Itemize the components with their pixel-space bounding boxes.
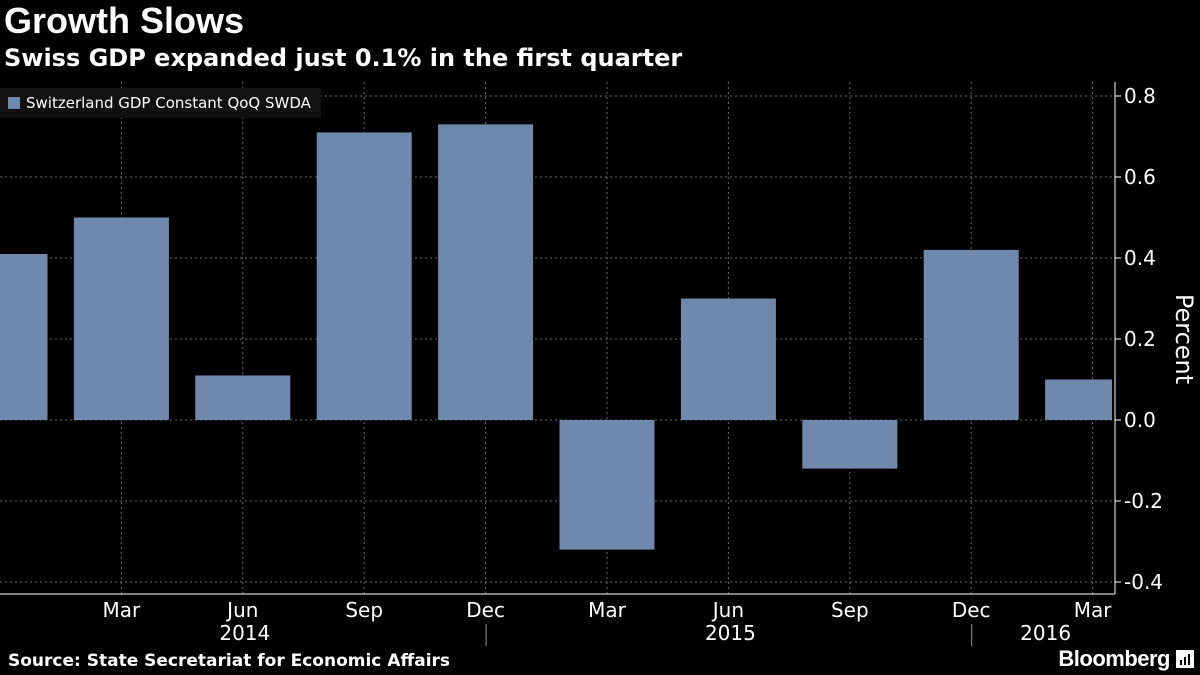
bar-mar-2014 xyxy=(73,217,169,420)
year-label: 2014 xyxy=(219,621,270,645)
bar-jun-2015 xyxy=(680,298,776,420)
x-tick-labels: Mar Jun Sep Dec Mar Jun Sep Dec Mar xyxy=(103,598,1113,622)
y-tick-label: 0.6 xyxy=(1124,165,1156,189)
source-note: Source: State Secretariat for Economic A… xyxy=(8,651,451,671)
bar-sep-2015 xyxy=(802,420,898,469)
x-tick-label: Mar xyxy=(103,598,142,622)
y-tick-label: 0.8 xyxy=(1124,84,1156,108)
x-tick-label: Jun xyxy=(711,598,744,622)
x-tick-label: Mar xyxy=(588,598,627,622)
chart-title: Growth Slows xyxy=(4,0,245,41)
year-label: 2016 xyxy=(1020,621,1071,645)
legend-label: Switzerland GDP Constant QoQ SWDA xyxy=(26,94,311,112)
y-tick-label: -0.2 xyxy=(1124,489,1163,513)
y-tick-label: 0.4 xyxy=(1124,246,1156,270)
bar-mar-2015 xyxy=(559,420,655,550)
axes xyxy=(0,82,1121,646)
bar-mar-2016 xyxy=(1045,379,1112,420)
x-tick-label: Dec xyxy=(466,598,505,622)
y-tick-label: 0.0 xyxy=(1124,408,1156,432)
y-tick-label: -0.4 xyxy=(1124,570,1163,594)
bloomberg-logo-icon xyxy=(1176,650,1194,668)
bars xyxy=(0,124,1112,550)
x-tick-label: Sep xyxy=(831,598,869,622)
x-tick-label: Dec xyxy=(952,598,991,622)
y-axis-label: Percent xyxy=(1170,294,1198,384)
year-label: 2015 xyxy=(705,621,756,645)
bar-sep-2014 xyxy=(316,132,412,420)
brand-name: Bloomberg xyxy=(1058,646,1170,671)
legend: Switzerland GDP Constant QoQ SWDA xyxy=(0,88,321,118)
y-tick-labels: 0.8 0.6 0.4 0.2 0.0 -0.2 -0.4 xyxy=(1124,84,1163,594)
x-tick-label: Jun xyxy=(225,598,258,622)
x-tick-label: Sep xyxy=(345,598,383,622)
bar-jun-2014 xyxy=(195,375,291,420)
bar-dec-2013 xyxy=(0,253,48,420)
year-labels: 2014 2015 2016 xyxy=(219,621,1071,645)
legend-swatch xyxy=(8,97,20,109)
chart-subtitle: Swiss GDP expanded just 0.1% in the firs… xyxy=(4,44,683,72)
bar-dec-2014 xyxy=(438,124,534,420)
x-tick-label: Mar xyxy=(1074,598,1113,622)
bar-dec-2015 xyxy=(923,249,1019,420)
y-tick-label: 0.2 xyxy=(1124,327,1156,351)
